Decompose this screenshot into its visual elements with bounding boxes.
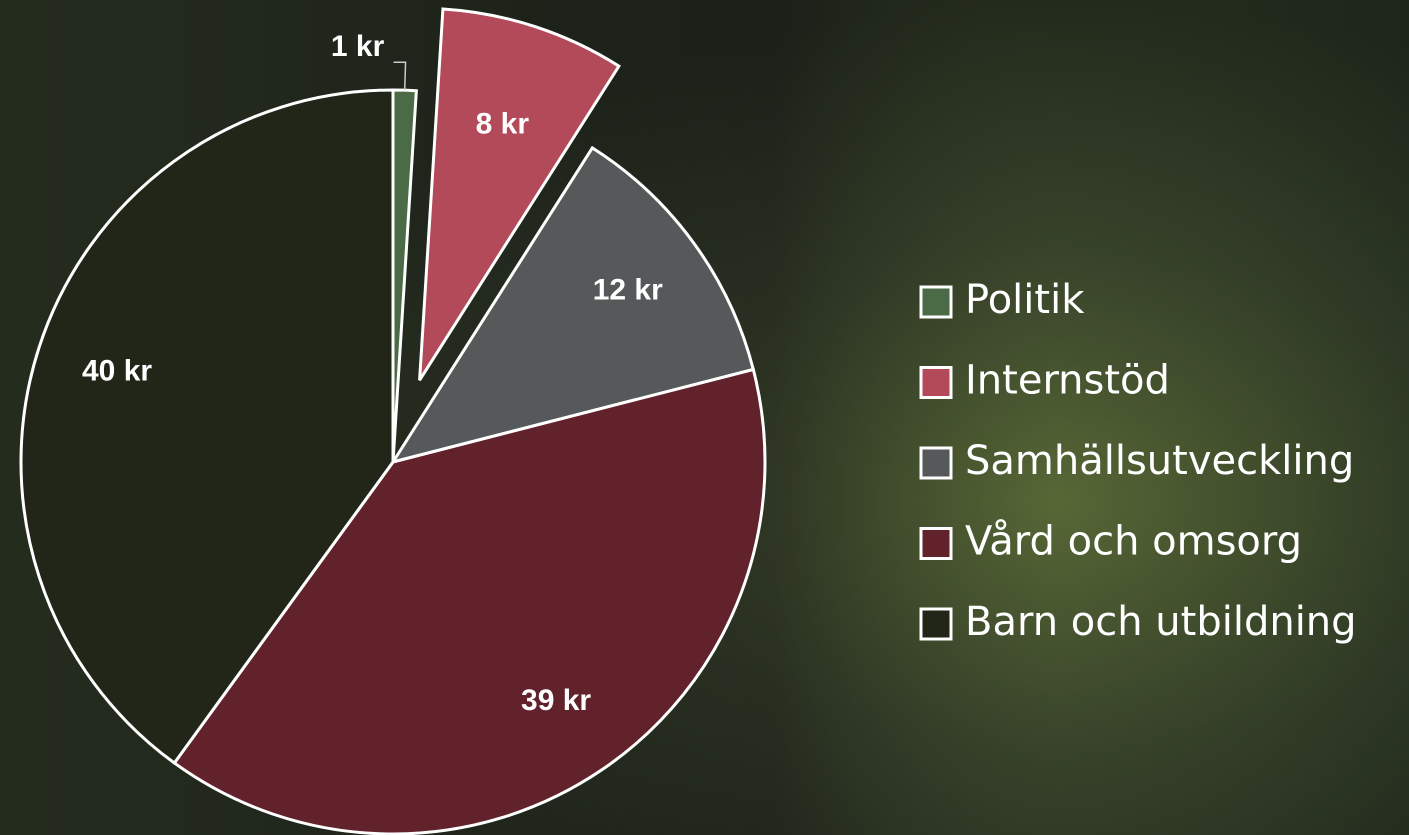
legend-swatch bbox=[919, 607, 953, 641]
pie-slice bbox=[172, 367, 767, 835]
pie-slice bbox=[389, 145, 756, 465]
data-label: 39 kr bbox=[521, 684, 591, 717]
data-label: 40 kr bbox=[82, 354, 152, 387]
legend-label: Vård och omsorg bbox=[965, 519, 1302, 565]
legend-swatch bbox=[919, 446, 953, 480]
pie-slice bbox=[418, 7, 621, 382]
legend-swatch bbox=[919, 527, 953, 560]
legend-swatch bbox=[919, 366, 953, 399]
legend-label: Politik bbox=[965, 277, 1085, 323]
legend-label: Internstöd bbox=[965, 358, 1170, 404]
data-label: 12 kr bbox=[593, 273, 663, 306]
data-label: 8 kr bbox=[476, 107, 530, 140]
legend-label: Barn och utbildning bbox=[965, 599, 1357, 645]
legend-swatch bbox=[919, 285, 953, 319]
leader-line bbox=[393, 61, 407, 91]
legend-label: Samhällsutveckling bbox=[965, 438, 1354, 484]
data-label: 1 kr bbox=[331, 30, 385, 63]
pie-slice bbox=[19, 88, 395, 766]
